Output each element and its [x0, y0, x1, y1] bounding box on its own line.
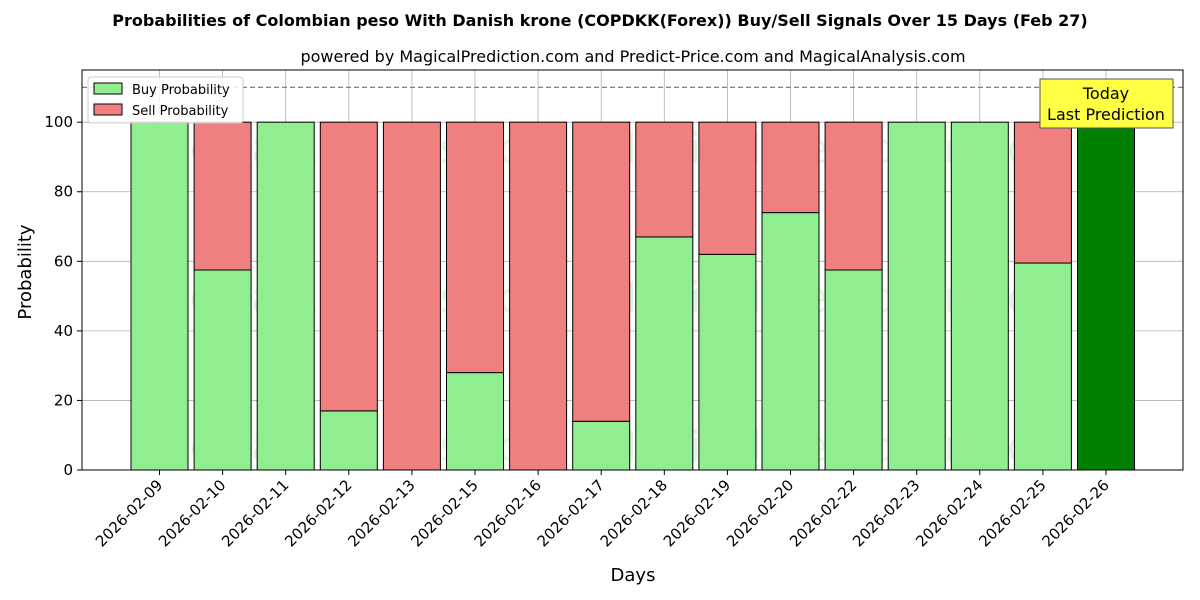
x-tick-label: 2026-02-10	[155, 476, 229, 550]
x-tick-label: 2026-02-11	[218, 476, 292, 550]
legend-box	[87, 76, 244, 124]
sell-bar	[193, 121, 252, 271]
legend-label-buy: Buy Probability	[132, 83, 230, 98]
x-tick-label: 2026-02-19	[660, 476, 734, 550]
sell-bar	[635, 121, 694, 238]
buy-bar	[824, 269, 883, 471]
buy-bar	[698, 253, 757, 471]
buy-bar	[572, 420, 631, 471]
x-tick-label: 2026-02-18	[597, 476, 671, 550]
buy-bar	[1013, 262, 1072, 471]
buy-bar	[193, 269, 252, 471]
y-tick-label: 0	[63, 461, 73, 479]
legend: Buy Probability Sell Probability	[87, 76, 244, 124]
annotation-line2: Last Prediction	[1047, 105, 1165, 124]
sell-bar	[382, 121, 441, 471]
x-tick-label: 2026-02-22	[786, 476, 860, 550]
buy-bar	[761, 212, 820, 471]
y-axis-label: Probability	[15, 224, 36, 319]
annotation-box	[1039, 78, 1174, 129]
sell-bar	[446, 121, 504, 374]
x-tick-label: 2026-02-09	[92, 476, 166, 550]
plot-area: MagicalAnalysis.comMagicalPrediction.com…	[44, 69, 1184, 550]
y-tick-label: 40	[54, 322, 73, 340]
chart-subtitle: powered by MagicalPrediction.com and Pre…	[300, 47, 965, 66]
y-tick-label: 100	[44, 113, 73, 131]
x-tick-label: 2026-02-15	[407, 476, 481, 550]
x-tick-label: 2026-02-20	[723, 476, 797, 550]
legend-swatch-sell	[93, 103, 123, 116]
sell-bar	[509, 121, 568, 471]
legend-label-sell: Sell Probability	[132, 104, 229, 119]
x-tick-label: 2026-02-25	[975, 476, 1049, 550]
x-tick-label: 2026-02-24	[912, 476, 986, 550]
x-axis-label: Days	[611, 565, 656, 586]
chart-title: Probabilities of Colombian peso With Dan…	[112, 11, 1088, 30]
x-tick-label: 2026-02-26	[1038, 476, 1112, 550]
sell-bar	[319, 121, 378, 412]
buy-bar	[446, 372, 504, 471]
buy-bar	[319, 410, 378, 471]
sell-bar	[761, 121, 820, 214]
buy-bar	[950, 121, 1009, 471]
sell-bar	[572, 121, 631, 422]
x-tick-label: 2026-02-17	[534, 476, 608, 550]
sell-bar	[1013, 121, 1072, 264]
buy-bar	[887, 121, 946, 471]
today-buy-bar	[1077, 121, 1135, 471]
buy-bar	[256, 121, 315, 471]
plot-frame	[81, 69, 1184, 471]
y-tick-label: 80	[54, 183, 73, 201]
sell-bar	[698, 121, 757, 255]
x-tick-label: 2026-02-16	[471, 476, 545, 550]
today-annotation: Today Last Prediction	[1039, 78, 1174, 129]
x-tick-label: 2026-02-13	[344, 476, 418, 550]
sell-bar	[824, 121, 883, 271]
x-tick-label: 2026-02-23	[849, 476, 923, 550]
legend-swatch-buy	[93, 82, 123, 95]
y-tick-label: 20	[54, 391, 73, 409]
buy-bar	[130, 121, 189, 471]
y-tick-label: 60	[54, 252, 73, 270]
buy-bar	[635, 236, 694, 471]
x-tick-label: 2026-02-12	[281, 476, 355, 550]
annotation-line1: Today	[1082, 84, 1129, 103]
